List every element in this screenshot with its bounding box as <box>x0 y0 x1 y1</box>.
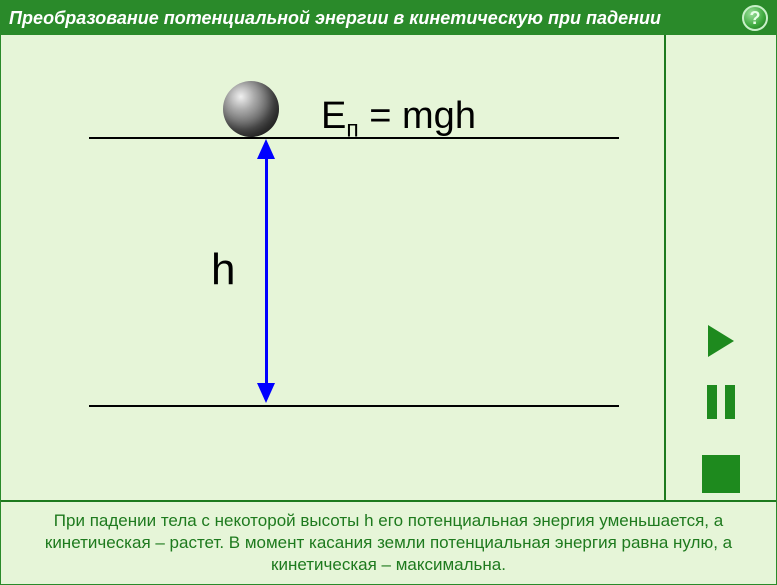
pause-bar-1 <box>707 385 717 419</box>
formula: Eп = mgh <box>321 95 476 143</box>
app-container: Преобразование потенциальной энергии в к… <box>0 0 777 585</box>
arrow-head-down <box>257 383 275 403</box>
help-label: ? <box>750 8 761 29</box>
bottom-line <box>89 405 619 407</box>
pause-button[interactable] <box>707 385 735 419</box>
header-title: Преобразование потенциальной энергии в к… <box>9 8 661 29</box>
formula-post: = mgh <box>359 95 476 137</box>
stop-button[interactable] <box>702 455 740 493</box>
help-icon[interactable]: ? <box>742 5 768 31</box>
height-arrow <box>265 155 268 387</box>
ball <box>223 81 279 137</box>
pause-bar-2 <box>725 385 735 419</box>
play-button[interactable] <box>708 325 734 357</box>
footer-text: При падении тела с некоторой высоты h ег… <box>1 500 776 584</box>
header-bar: Преобразование потенциальной энергии в к… <box>1 1 776 35</box>
main-row: Eп = mgh h <box>1 35 776 500</box>
controls-area <box>666 35 776 500</box>
h-label: h <box>211 245 235 295</box>
formula-pre: E <box>321 95 346 137</box>
formula-sub: п <box>346 116 358 142</box>
diagram-area: Eп = mgh h <box>1 35 666 500</box>
